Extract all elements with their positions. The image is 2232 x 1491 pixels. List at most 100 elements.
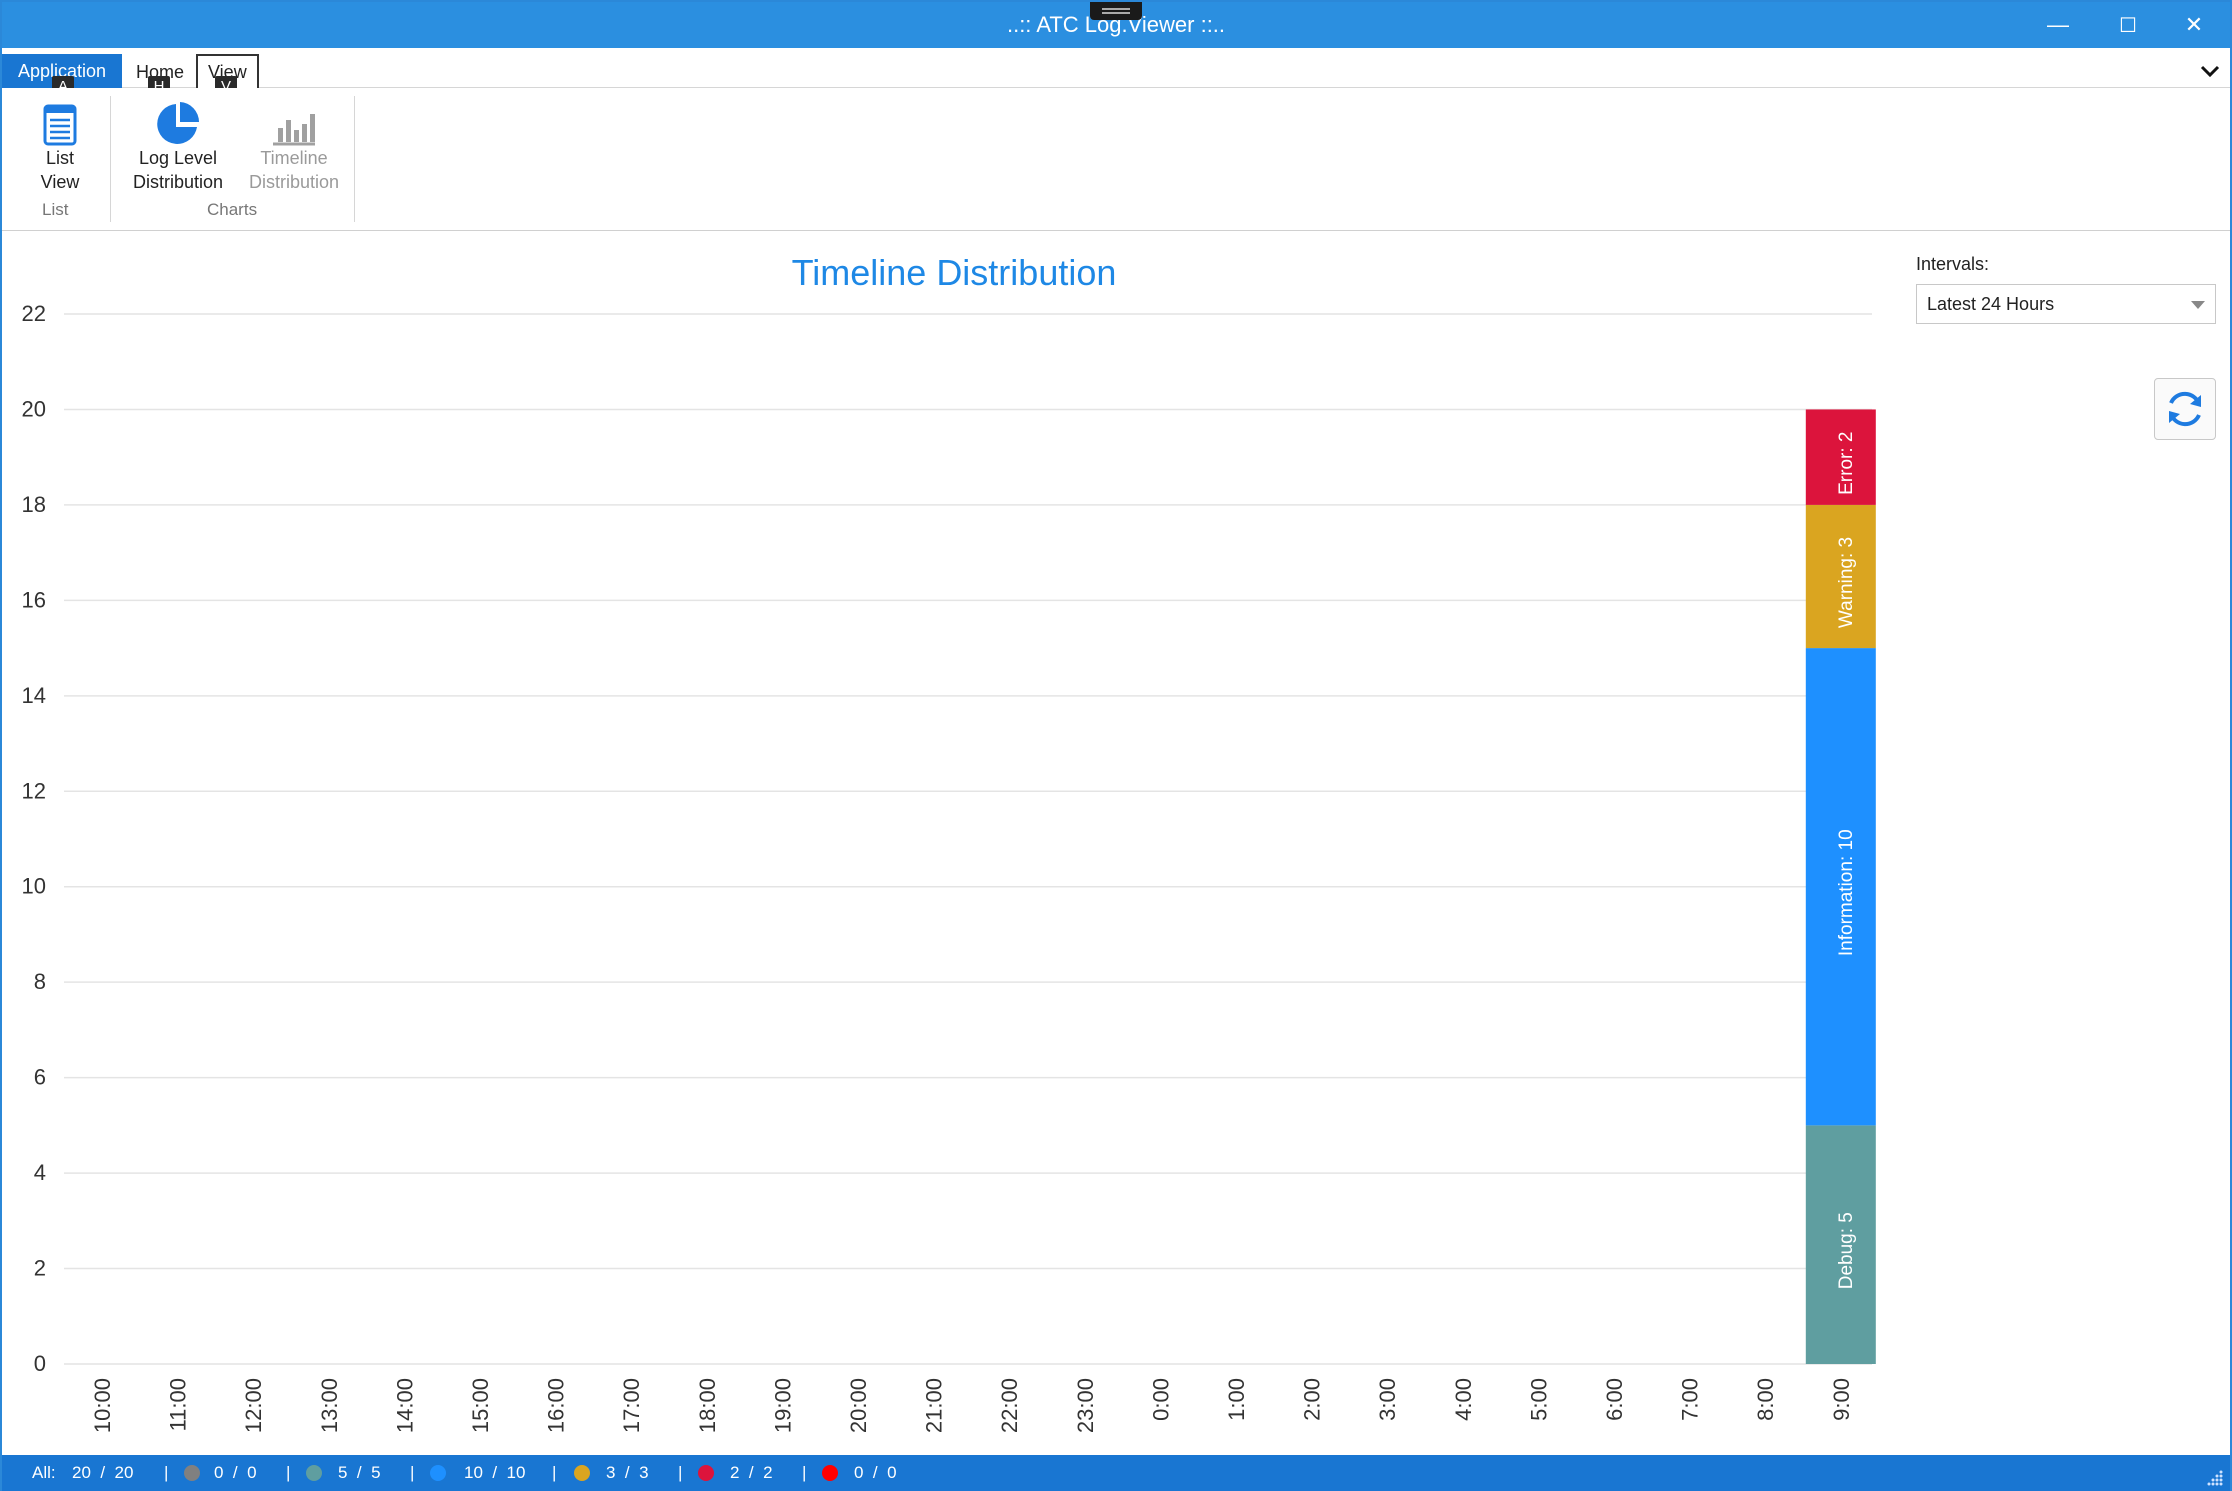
list-view-label-2: View	[40, 172, 80, 192]
trace-dot-icon	[184, 1465, 200, 1481]
y-tick-label: 22	[22, 301, 46, 326]
x-tick-label: 5:00	[1526, 1378, 1551, 1421]
y-tick-label: 18	[22, 492, 46, 517]
tab-application[interactable]: Application	[2, 54, 123, 88]
x-tick-label: 20:00	[846, 1378, 871, 1433]
timeline-label-1: Timeline	[260, 148, 328, 168]
status-info-count: 10 / 10	[464, 1463, 526, 1482]
x-tick-label: 8:00	[1753, 1378, 1778, 1421]
x-tick-label: 21:00	[922, 1378, 947, 1433]
chart-title: Timeline Distribution	[791, 252, 1117, 293]
x-tick-label: 10:00	[90, 1378, 115, 1433]
y-tick-label: 6	[34, 1065, 46, 1090]
group-label-list: List	[42, 200, 69, 219]
status-warning-count: 3 / 3	[606, 1463, 649, 1482]
status-fatal-count: 0 / 0	[854, 1463, 897, 1482]
status-all-count: 20 / 20	[72, 1463, 134, 1482]
x-tick-label: 17:00	[619, 1378, 644, 1433]
refresh-button[interactable]	[2154, 378, 2216, 440]
log-level-label-2: Distribution	[132, 172, 224, 192]
bar-data-label: Information: 10	[1836, 829, 1857, 956]
intervals-select[interactable]: Latest 24 Hours	[1916, 284, 2216, 324]
x-tick-label: 9:00	[1829, 1378, 1854, 1421]
ribbon-panel: List View List Log Level Distribution	[2, 88, 2230, 231]
title-bar[interactable]: ..:: ATC Log.Viewer ::.. — ☐ ✕	[2, 2, 2230, 48]
x-tick-label: 3:00	[1375, 1378, 1400, 1421]
x-tick-label: 12:00	[241, 1378, 266, 1433]
y-tick-label: 14	[22, 683, 46, 708]
fatal-dot-icon	[822, 1465, 838, 1481]
drag-grip-icon[interactable]	[1090, 2, 1142, 20]
x-tick-label: 19:00	[770, 1378, 795, 1433]
x-tick-label: 11:00	[166, 1378, 191, 1431]
intervals-label: Intervals:	[1916, 254, 1990, 274]
y-tick-label: 0	[34, 1351, 46, 1376]
list-view-label-1: List	[45, 148, 74, 168]
status-separator: |	[164, 1463, 169, 1482]
log-level-label-1: Log Level	[138, 148, 218, 168]
status-error-count: 2 / 2	[730, 1463, 773, 1482]
y-tick-label: 2	[34, 1256, 46, 1281]
x-tick-label: 7:00	[1678, 1378, 1703, 1421]
status-separator: |	[286, 1463, 291, 1482]
status-separator: |	[802, 1463, 807, 1482]
log-level-distribution-button[interactable]: Log Level Distribution	[126, 98, 230, 194]
bar-segment-error	[1805, 409, 1876, 505]
bar-data-label: Debug: 5	[1836, 1212, 1857, 1289]
bar-segment-warning	[1805, 504, 1876, 649]
timeline-distribution-button[interactable]: Timeline Distribution	[242, 98, 346, 194]
x-tick-label: 22:00	[997, 1378, 1022, 1433]
bar-chart-icon	[242, 98, 346, 146]
maximize-button[interactable]: ☐	[2119, 14, 2137, 37]
y-tick-label: 4	[34, 1160, 46, 1185]
x-tick-label: 6:00	[1602, 1378, 1627, 1421]
intervals-selected-value: Latest 24 Hours	[1927, 294, 2055, 314]
x-tick-label: 2:00	[1300, 1378, 1325, 1421]
status-separator: |	[552, 1463, 557, 1482]
bar-data-label: Error: 2	[1836, 432, 1857, 495]
y-tick-label: 16	[22, 587, 46, 612]
ribbon-divider	[110, 96, 111, 222]
y-tick-label: 20	[22, 396, 46, 421]
bar-segment-debug	[1805, 1125, 1876, 1364]
warning-dot-icon	[574, 1465, 590, 1481]
x-tick-label: 0:00	[1148, 1378, 1173, 1421]
status-trace-count: 0 / 0	[214, 1463, 257, 1482]
x-tick-label: 18:00	[695, 1378, 720, 1433]
status-separator: |	[410, 1463, 415, 1482]
status-all-label: All:	[32, 1463, 56, 1482]
refresh-icon	[2169, 391, 2201, 427]
status-debug-count: 5 / 5	[338, 1463, 381, 1482]
group-label-charts: Charts	[207, 200, 258, 219]
x-tick-label: 14:00	[392, 1378, 417, 1433]
x-tick-label: 13:00	[317, 1378, 342, 1433]
dropdown-arrow-icon	[2191, 301, 2205, 309]
list-view-icon	[26, 98, 94, 146]
y-tick-label: 8	[34, 969, 46, 994]
minimize-button[interactable]: —	[2047, 12, 2069, 37]
x-tick-label: 16:00	[544, 1378, 569, 1433]
resize-grip-icon[interactable]	[2206, 1469, 2224, 1491]
x-tick-label: 15:00	[468, 1378, 493, 1433]
bar-data-label: Warning: 3	[1836, 537, 1857, 628]
ribbon-divider	[354, 96, 355, 222]
ribbon-tab-row: Application Home View A H V	[2, 48, 2230, 98]
timeline-label-2: Distribution	[248, 172, 340, 192]
error-dot-icon	[698, 1465, 714, 1481]
y-tick-label: 10	[22, 874, 46, 899]
timeline-chart: 0 2 4 6 8 10 12 14 16 18 20 22 10:00 11:00 12:00 13:00 1…	[22, 301, 1876, 1433]
info-dot-icon	[430, 1465, 446, 1481]
bar-segment-information	[1805, 648, 1876, 1126]
pie-chart-icon	[126, 98, 230, 146]
x-tick-label: 1:00	[1224, 1378, 1249, 1421]
x-tick-label: 23:00	[1073, 1378, 1098, 1433]
x-tick-label: 4:00	[1451, 1378, 1476, 1421]
ribbon-collapse-chevron-down-icon[interactable]	[2200, 58, 2220, 84]
debug-dot-icon	[306, 1465, 322, 1481]
list-view-button[interactable]: List View	[26, 98, 94, 194]
status-separator: |	[678, 1463, 683, 1482]
status-bar: All: 20 / 20 | 0 / 0 | 5 / 5 | 10 / 10 |…	[2, 1455, 2230, 1491]
close-button[interactable]: ✕	[2184, 12, 2204, 37]
y-tick-label: 12	[22, 778, 46, 803]
